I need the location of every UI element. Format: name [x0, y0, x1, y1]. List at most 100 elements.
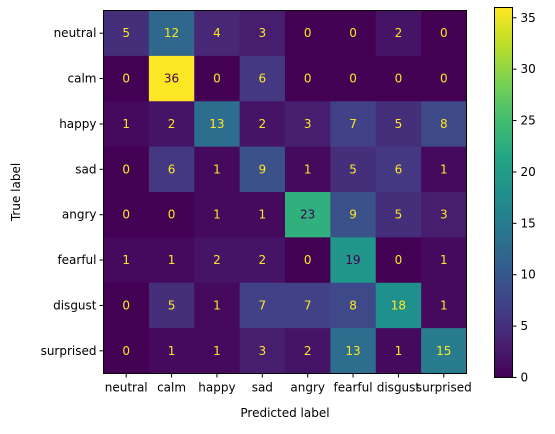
heatmap-cell	[330, 328, 377, 374]
cell-value-label: 3	[440, 208, 448, 222]
cell-value-label: 23	[300, 208, 315, 222]
x-tick-label: disgust	[377, 381, 421, 395]
heatmap-cell	[421, 10, 467, 57]
cell-value-label: 6	[395, 162, 403, 176]
heatmap-cell	[103, 55, 150, 102]
heatmap-cell	[194, 101, 241, 148]
cell-value-label: 2	[395, 26, 403, 40]
cell-value-label: 1	[122, 117, 130, 131]
cell-value-label: 0	[213, 72, 221, 86]
cell-value-label: 5	[168, 298, 176, 312]
heatmap-cell	[148, 192, 195, 238]
cell-value-label: 0	[168, 208, 176, 222]
heatmap-cell	[194, 237, 241, 284]
heatmap-cell	[375, 55, 422, 102]
heatmap-cell	[421, 55, 467, 102]
cell-value-label: 2	[304, 344, 312, 358]
cell-value-label: 1	[213, 298, 221, 312]
heatmap-cell	[239, 282, 286, 329]
cell-value-label: 15	[436, 344, 451, 358]
cell-value-labels: 5 12 4 3 0 0 2 00 36 0 6 0 0 0 01 2 13 2 3 7 5 80 6 1 9 1 5 6 10 0 1 1 2…	[122, 26, 451, 358]
heatmap-cell	[375, 101, 422, 148]
colorbar-tick-label: 20	[521, 165, 536, 179]
x-tick-label: calm	[157, 381, 186, 395]
cell-value-label: 1	[395, 344, 403, 358]
heatmap-cell	[239, 10, 286, 57]
cell-value-label: 5	[349, 162, 357, 176]
colorbar-tick-label: 10	[521, 268, 536, 282]
cell-value-label: 12	[164, 26, 179, 40]
heatmap-cell	[103, 192, 150, 238]
cell-value-label: 0	[440, 26, 448, 40]
heatmap-cell	[194, 55, 241, 102]
y-tick-label: disgust	[53, 298, 97, 312]
heatmap-cell	[194, 282, 241, 329]
y-tick-label: angry	[62, 208, 97, 222]
cell-value-label: 3	[258, 344, 266, 358]
cell-value-label: 9	[258, 162, 266, 176]
heatmap-cell	[239, 328, 286, 374]
cell-value-label: 4	[213, 26, 221, 40]
cell-value-label: 19	[345, 253, 360, 267]
cell-value-label: 0	[304, 72, 312, 86]
colorbar-tick-label: 0	[521, 371, 529, 385]
heatmap-cell	[239, 192, 286, 238]
cell-value-label: 1	[122, 253, 130, 267]
x-tick-label: angry	[290, 381, 325, 395]
cell-value-label: 6	[258, 72, 266, 86]
x-tick-label: surprised	[416, 381, 472, 395]
heatmap-cell	[330, 101, 377, 148]
heatmap-cell	[148, 282, 195, 329]
y-tick-label: neutral	[54, 26, 97, 40]
cell-value-label: 13	[345, 344, 360, 358]
colorbar-tick-label: 35	[521, 11, 536, 25]
heatmap-cell	[148, 328, 195, 374]
heatmap-cell	[103, 282, 150, 329]
cell-value-label: 1	[168, 253, 176, 267]
cell-value-label: 2	[168, 117, 176, 131]
heatmap-cell	[285, 282, 331, 329]
heatmap-cell	[330, 237, 377, 284]
cell-value-label: 2	[213, 253, 221, 267]
heatmap-cell	[285, 10, 331, 57]
heatmap-cell	[194, 192, 241, 238]
heatmap-cell	[285, 328, 331, 374]
heatmap-cell	[375, 146, 422, 193]
plot-frame	[103, 10, 467, 374]
x-tick-label: neutral	[105, 381, 148, 395]
x-axis-label: Predicted label	[240, 406, 329, 420]
cell-value-label: 5	[395, 117, 403, 131]
heatmap-cell	[421, 192, 467, 238]
heatmap-cell	[285, 192, 331, 238]
cell-value-label: 2	[258, 117, 266, 131]
heatmap-cell	[330, 146, 377, 193]
cell-value-label: 0	[395, 253, 403, 267]
x-tick-label: sad	[252, 381, 273, 395]
heatmap-cell	[421, 237, 467, 284]
colorbar	[494, 7, 513, 378]
heatmap-cell	[239, 101, 286, 148]
cell-value-label: 1	[440, 162, 448, 176]
heatmap-cell	[421, 282, 467, 329]
heatmap-cell	[421, 101, 467, 148]
cell-value-label: 0	[122, 208, 130, 222]
cell-value-label: 0	[122, 72, 130, 86]
cell-value-label: 6	[168, 162, 176, 176]
cell-value-label: 8	[440, 117, 448, 131]
heatmap-cell	[148, 55, 195, 102]
heatmap-cell	[194, 146, 241, 193]
cell-value-label: 1	[304, 162, 312, 176]
cell-value-label: 0	[122, 162, 130, 176]
cell-value-label: 3	[258, 26, 266, 40]
cell-value-label: 0	[395, 72, 403, 86]
heatmap-cell	[330, 10, 377, 57]
x-axis-ticks: neutral calm happy sad angry fearful disgustsu…	[105, 373, 472, 395]
cell-value-label: 7	[258, 298, 266, 312]
heatmap-cell	[375, 10, 422, 57]
cell-value-label: 1	[213, 208, 221, 222]
heatmap-cell	[239, 146, 286, 193]
heatmap-cell	[285, 55, 331, 102]
heatmap-cell	[103, 10, 150, 57]
cell-value-label: 0	[349, 72, 357, 86]
